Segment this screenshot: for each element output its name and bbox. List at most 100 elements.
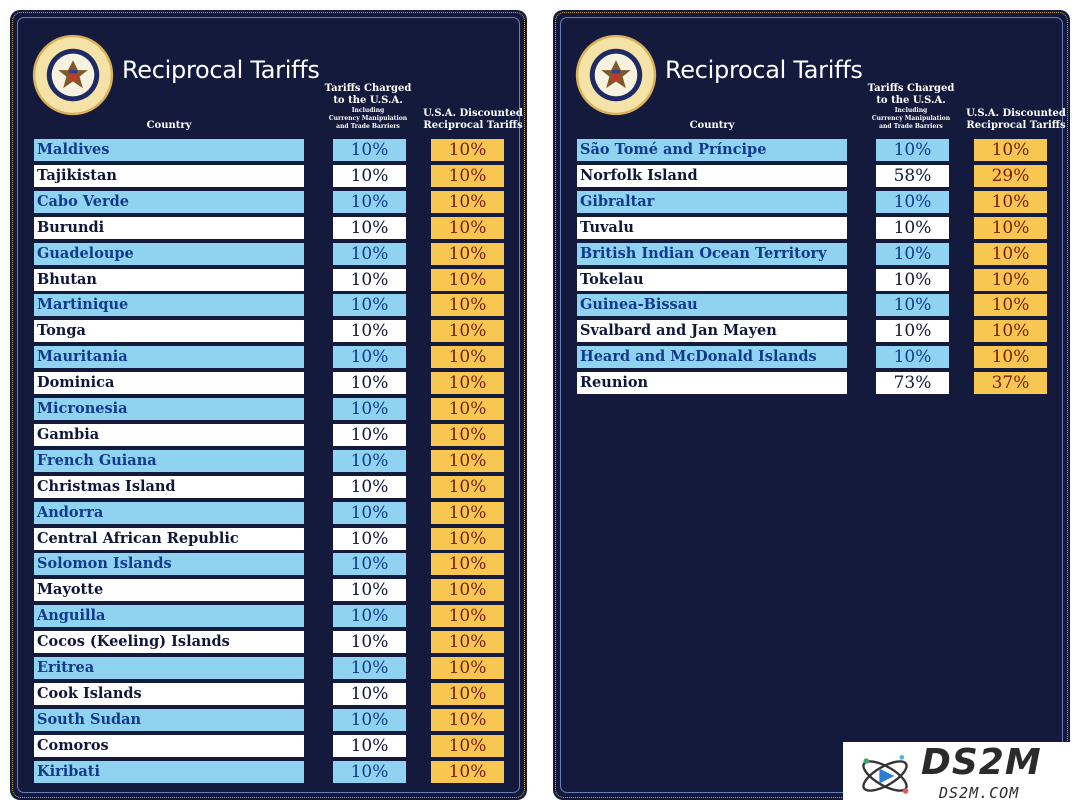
discounted-tariff-value: 10% — [431, 139, 504, 161]
table-row: Christmas Island 10% 10% — [10, 475, 527, 498]
discounted-tariff-value: 10% — [431, 320, 504, 343]
country-name: Reunion — [577, 372, 847, 395]
tariff-charged-value: 10% — [333, 579, 406, 602]
discounted-tariff-value: 10% — [431, 501, 504, 524]
country-name: Martinique — [34, 294, 304, 317]
country-name: Mayotte — [34, 579, 304, 602]
table-row: Cocos (Keeling) Islands 10% 10% — [10, 631, 527, 654]
table-row: Mayotte 10% 10% — [10, 579, 527, 602]
country-name: Guinea-Bissau — [577, 294, 847, 317]
header-disc-line2: Reciprocal Tariffs — [423, 120, 523, 131]
discounted-tariff-value: 10% — [974, 190, 1047, 213]
tariff-panel-left: Reciprocal Tariffs Country Tariffs Charg… — [10, 10, 527, 800]
table-row: Tokelau 10% 10% — [553, 268, 1070, 291]
table-row: French Guiana 10% 10% — [10, 449, 527, 472]
discounted-tariff-value: 10% — [974, 320, 1047, 343]
watermark-name: DS2M — [921, 742, 1042, 783]
discounted-tariff-value: 10% — [974, 242, 1047, 265]
tariff-charged-value: 10% — [333, 242, 406, 265]
discounted-tariff-value: 10% — [431, 682, 504, 705]
header-charged-line5: and Trade Barriers — [879, 123, 943, 130]
discounted-tariff-value: 10% — [431, 579, 504, 602]
tariff-charged-value: 10% — [876, 216, 949, 239]
table-row: South Sudan 10% 10% — [10, 708, 527, 731]
tariff-charged-value: 73% — [876, 372, 949, 395]
tariff-charged-value: 10% — [333, 682, 406, 705]
watermark-logo: DS2M DS2M.COM — [843, 742, 1080, 810]
country-name: Solomon Islands — [34, 553, 304, 576]
discounted-tariff-value: 10% — [431, 294, 504, 317]
table-row: Norfolk Island 58% 29% — [553, 164, 1070, 187]
discounted-tariff-value: 10% — [431, 398, 504, 420]
tariff-charged-value: 10% — [333, 553, 406, 576]
country-name: Bhutan — [34, 268, 304, 291]
discounted-tariff-value: 10% — [431, 527, 504, 550]
presidential-seal-icon — [575, 34, 657, 116]
table-row: Mauritania 10% 10% — [10, 346, 527, 369]
header-charged-line2: to the U.S.A. — [876, 95, 946, 106]
discounted-tariff-value: 10% — [974, 346, 1047, 369]
country-name: Eritrea — [34, 657, 304, 679]
discounted-tariff-value: 10% — [431, 475, 504, 498]
table-row: Solomon Islands 10% 10% — [10, 553, 527, 576]
tariff-charged-value: 10% — [876, 242, 949, 265]
tariff-charged-value: 10% — [333, 449, 406, 472]
header-charged-line5: and Trade Barriers — [336, 123, 400, 130]
country-name: Tonga — [34, 320, 304, 343]
tariff-charged-value: 10% — [876, 320, 949, 343]
discounted-tariff-value: 10% — [431, 734, 504, 757]
country-name: South Sudan — [34, 708, 304, 731]
header-disc-line1: U.S.A. Discounted — [966, 108, 1066, 119]
discounted-tariff-value: 10% — [431, 708, 504, 731]
page-title: Reciprocal Tariffs — [122, 56, 320, 84]
tariff-panel-right: Reciprocal Tariffs Country Tariffs Charg… — [553, 10, 1070, 800]
table-row: Eritrea 10% 10% — [10, 657, 527, 679]
country-name: Cook Islands — [34, 682, 304, 705]
discounted-tariff-value: 10% — [431, 190, 504, 213]
presidential-seal-icon — [32, 34, 114, 116]
country-name: Tuvalu — [577, 216, 847, 239]
table-row: Kiribati 10% 10% — [10, 760, 527, 783]
table-row: British Indian Ocean Territory 10% 10% — [553, 242, 1070, 265]
discounted-tariff-value: 10% — [431, 346, 504, 369]
header-charged-line1: Tariffs Charged — [867, 83, 955, 94]
tariff-charged-value: 10% — [876, 294, 949, 317]
column-header-tariffs-charged: Tariffs Charged to the U.S.A. Including … — [316, 83, 420, 131]
country-name: Heard and McDonald Islands — [577, 346, 847, 369]
country-name: Svalbard and Jan Mayen — [577, 320, 847, 343]
table-row: Maldives 10% 10% — [10, 139, 527, 161]
country-name: Norfolk Island — [577, 164, 847, 187]
table-row: Burundi 10% 10% — [10, 216, 527, 239]
table-row: Tuvalu 10% 10% — [553, 216, 1070, 239]
table-row: Gambia 10% 10% — [10, 423, 527, 446]
discounted-tariff-value: 10% — [431, 423, 504, 446]
discounted-tariff-value: 37% — [974, 372, 1047, 395]
tariff-charged-value: 58% — [876, 164, 949, 187]
table-row: Tonga 10% 10% — [10, 320, 527, 343]
header-charged-line3: Including — [351, 107, 385, 114]
page-title: Reciprocal Tariffs — [665, 56, 863, 84]
discounted-tariff-value: 10% — [431, 268, 504, 291]
tariff-charged-value: 10% — [876, 190, 949, 213]
header-charged-line3: Including — [894, 107, 928, 114]
country-name: Gibraltar — [577, 190, 847, 213]
discounted-tariff-value: 10% — [974, 294, 1047, 317]
tariff-charged-value: 10% — [333, 139, 406, 161]
discounted-tariff-value: 10% — [431, 760, 504, 783]
country-name: Christmas Island — [34, 475, 304, 498]
column-header-country: Country — [146, 120, 192, 131]
table-row: Micronesia 10% 10% — [10, 398, 527, 420]
country-name: Central African Republic — [34, 527, 304, 550]
table-row: Martinique 10% 10% — [10, 294, 527, 317]
header-charged-line4: Currency Manipulation — [328, 115, 408, 122]
country-name: São Tomé and Príncipe — [577, 139, 847, 161]
discounted-tariff-value: 10% — [431, 216, 504, 239]
table-row: Dominica 10% 10% — [10, 372, 527, 395]
tariff-charged-value: 10% — [333, 190, 406, 213]
table-row: Central African Republic 10% 10% — [10, 527, 527, 550]
tariff-charged-value: 10% — [333, 760, 406, 783]
tariff-charged-value: 10% — [333, 268, 406, 291]
discounted-tariff-value: 10% — [431, 372, 504, 395]
discounted-tariff-value: 10% — [431, 164, 504, 187]
tariff-charged-value: 10% — [333, 734, 406, 757]
